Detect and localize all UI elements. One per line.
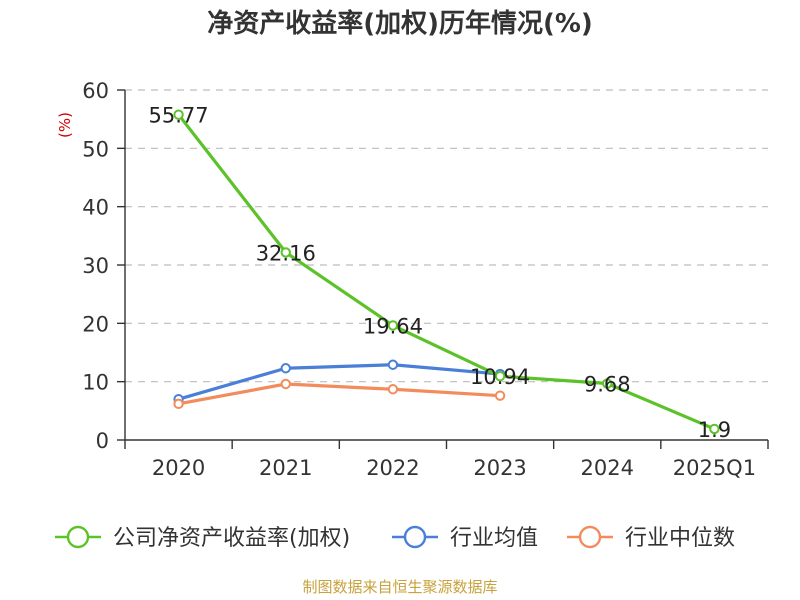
y-tick-label: 60 [82, 79, 109, 103]
data-point-0 [280, 247, 291, 258]
legend-marker-1 [403, 525, 427, 549]
x-tick-label: 2022 [366, 456, 419, 480]
axes: 0 10 20 30 40 50 60 2020 2021 2022 2023 2024 2025Q1 [82, 79, 769, 480]
legend-marker-2 [578, 525, 602, 549]
data-point-2 [494, 390, 506, 401]
data-point-0 [709, 423, 720, 435]
legend-marker-0 [66, 525, 90, 549]
data-point-1 [280, 363, 291, 374]
x-tick-label: 2020 [152, 456, 205, 480]
chart-title: 净资产收益率(加权)历年情况(%) [207, 8, 593, 39]
data-point-0 [602, 378, 613, 389]
y-tick-label: 20 [82, 312, 109, 336]
y-tick-label: 10 [82, 371, 109, 395]
x-tick-label: 2023 [473, 456, 526, 480]
data-point-0 [387, 320, 399, 331]
grid-lines [125, 89, 768, 383]
y-tick-label: 40 [82, 196, 109, 220]
y-tick-label: 50 [82, 137, 109, 161]
x-tick-label: 2025Q1 [673, 456, 756, 480]
source-note: 制图数据来自恒生聚源数据库 [302, 578, 497, 596]
data-label: 9.68 [584, 373, 631, 397]
data-point-0 [173, 109, 184, 120]
data-labels: 55.77 32.16 19.64 10.94 9.68 1.9 [149, 104, 732, 442]
data-label: 19.64 [363, 314, 423, 338]
x-tick-label: 2024 [581, 456, 634, 480]
series-line-1 [176, 363, 502, 401]
data-label: 10.94 [470, 365, 530, 389]
data-point-2 [280, 378, 291, 390]
data-point-1 [387, 359, 399, 370]
series-line-2 [176, 382, 502, 406]
data-point-2 [387, 384, 399, 395]
y-tick-label: 30 [82, 254, 109, 278]
series-layer [173, 109, 720, 435]
y-tick-label: 0 [96, 429, 109, 453]
data-label: 1.9 [698, 418, 731, 442]
x-tick-label: 2021 [259, 456, 312, 480]
series-line-0 [176, 113, 717, 431]
data-label: 32.16 [256, 241, 316, 265]
y-axis-label: (%) [56, 112, 74, 138]
legend-label-0: 公司净资产收益率(加权) [113, 526, 350, 551]
data-point-0 [494, 370, 506, 382]
legend: 公司净资产收益率(加权) 行业均值 行业中位数 [55, 525, 735, 551]
data-point-2 [173, 398, 184, 410]
data-label: 55.77 [149, 104, 209, 128]
legend-label-1: 行业均值 [450, 526, 538, 551]
legend-label-2: 行业中位数 [625, 526, 735, 551]
